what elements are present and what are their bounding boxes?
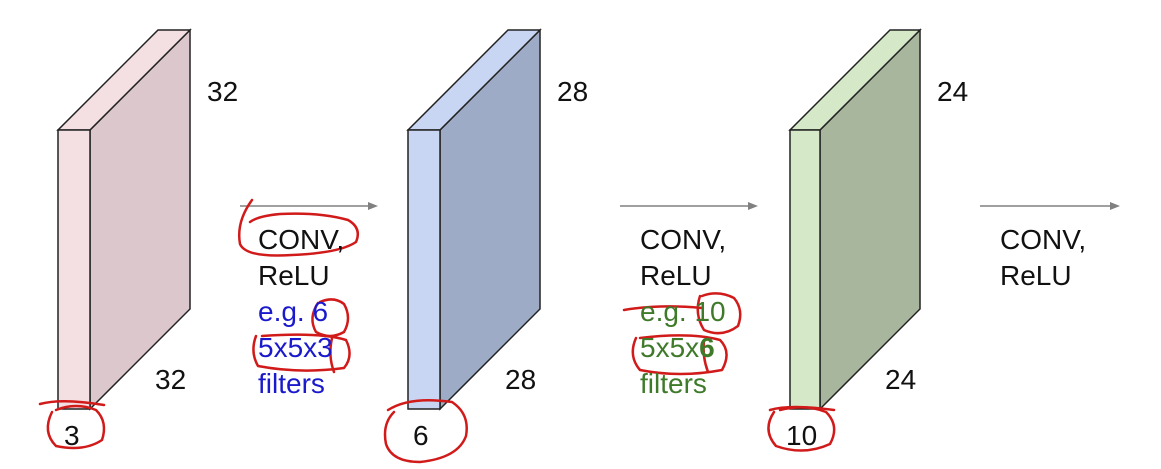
conv-op-3: CONV, ReLU <box>1000 222 1086 294</box>
op1-size-prefix: 5x5x <box>258 332 318 363</box>
circle-depth-conv1 <box>383 398 468 464</box>
op1-filter-depth: 3 <box>317 332 333 363</box>
circle-size-op1 <box>252 333 351 372</box>
op1-line-filters: filters <box>258 368 325 399</box>
input-depth-label: 3 <box>64 420 80 451</box>
underline-depth-input <box>38 399 106 407</box>
conv1-height-label: 28 <box>557 76 589 107</box>
conv1-depth-label: 6 <box>413 420 429 451</box>
op2-line-relu: ReLU <box>640 260 712 291</box>
circle-depth-conv2 <box>767 406 836 452</box>
conv2-front-face <box>789 129 821 410</box>
arrow-2 <box>620 202 758 210</box>
op2-size-prefix: 5x5x <box>640 332 700 363</box>
circle-num-filters-op2 <box>696 292 742 335</box>
conv1-width-label: 28 <box>505 364 537 395</box>
op2-line-conv: CONV, <box>640 224 727 255</box>
input-front-face <box>57 129 91 410</box>
op1-line-size: 5x5x3 <box>258 330 344 366</box>
mark-depth-op2 <box>702 338 710 374</box>
arrow-2-head <box>748 202 758 210</box>
op2-line-size: 5x5x6 <box>640 330 726 366</box>
op1-line-relu: ReLU <box>258 260 330 291</box>
circle-depth-input <box>46 404 106 450</box>
arrow-1 <box>240 202 378 210</box>
op2-filter-depth: 6 <box>699 332 715 363</box>
conv2-height-label: 24 <box>937 76 969 107</box>
op2-line-eg: e.g. 10 <box>640 294 726 330</box>
op3-line-conv: CONV, <box>1000 224 1087 255</box>
arrow-3 <box>980 202 1120 210</box>
input-width-label: 32 <box>155 364 187 395</box>
op1-eg-prefix: e.g. <box>258 296 313 327</box>
input-volume <box>56 28 192 411</box>
conv1-front-face <box>407 129 441 410</box>
op1-num-filters: 6 <box>312 296 329 327</box>
input-height-label: 32 <box>207 76 239 107</box>
conv-op-1: CONV, ReLU e.g. 6 5x5x3 filters <box>258 222 344 402</box>
arrow-1-head <box>368 202 378 210</box>
op2-eg-prefix: e.g. <box>640 296 695 327</box>
op1-line-conv: CONV, <box>258 224 345 255</box>
circle-num-filters-op1 <box>311 298 350 338</box>
op3-line-relu: ReLU <box>1000 260 1072 291</box>
circle-size-op2 <box>631 334 728 376</box>
conv-op-2: CONV, ReLU e.g. 10 5x5x6 filters <box>640 222 726 402</box>
op2-line-filters: filters <box>640 368 707 399</box>
circle-conv-op1 <box>238 198 359 257</box>
op2-num-filters: 10 <box>694 296 726 327</box>
arrow-3-head <box>1110 202 1120 210</box>
underline-eg-op2 <box>622 305 704 312</box>
op1-line-eg: e.g. 6 <box>258 294 344 330</box>
conv2-depth-label: 10 <box>786 420 818 451</box>
conv2-width-label: 24 <box>885 364 917 395</box>
mark-depth-op1 <box>329 336 336 374</box>
conv1-volume <box>406 28 542 411</box>
conv2-volume <box>788 28 922 411</box>
